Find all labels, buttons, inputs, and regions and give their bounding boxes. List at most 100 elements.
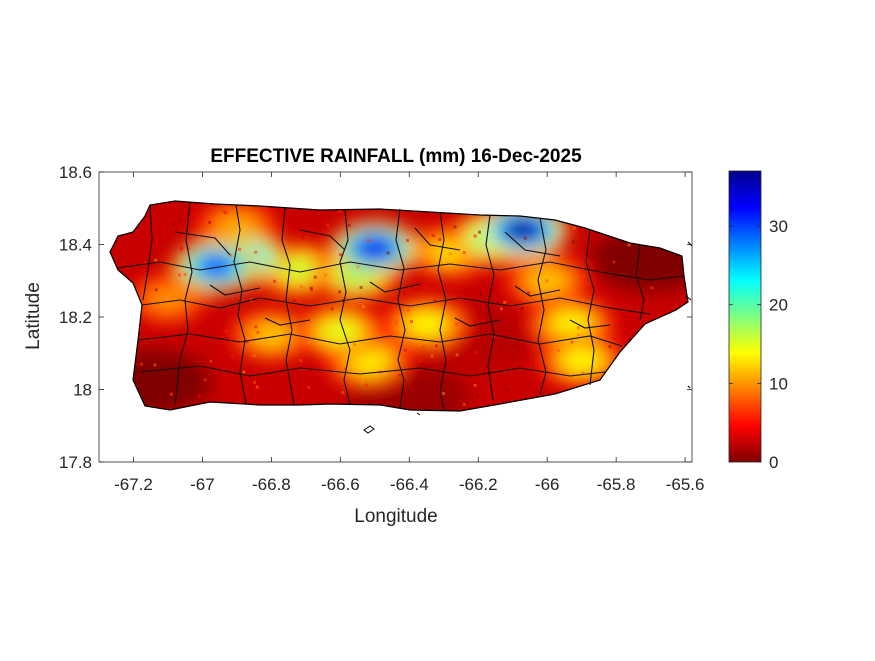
rainfall-hotspot	[409, 313, 444, 335]
grid-speckle	[430, 354, 434, 358]
grid-speckle	[197, 394, 201, 398]
grid-speckle	[326, 223, 330, 227]
grid-speckle	[310, 288, 314, 292]
y-tick-label: 18.6	[59, 163, 92, 182]
y-tick-label: 18.2	[59, 308, 92, 327]
grid-speckle	[517, 348, 521, 352]
grid-speckle	[527, 337, 531, 341]
grid-speckle	[356, 265, 360, 269]
grid-speckle	[300, 285, 304, 289]
grid-speckle	[208, 221, 212, 225]
grid-speckle	[612, 260, 616, 264]
grid-speckle	[224, 337, 228, 341]
rainfall-hotspot	[199, 255, 234, 277]
grid-speckle	[467, 355, 471, 359]
grid-speckle	[301, 313, 305, 317]
x-tick-label: -66	[535, 475, 560, 494]
grid-speckle	[423, 284, 427, 288]
x-tick-label: -67.2	[114, 475, 153, 494]
grid-speckle	[579, 254, 583, 258]
chart-title: EFFECTIVE RAINFALL (mm) 16-Dec-2025	[210, 146, 582, 167]
grid-speckle	[199, 215, 203, 219]
grid-speckle	[477, 230, 481, 234]
grid-speckle	[364, 383, 368, 387]
rainfall-hotspot	[220, 215, 254, 237]
grid-speckle	[576, 333, 580, 337]
grid-speckle	[116, 255, 120, 259]
coastline	[109, 200, 693, 434]
municipality-boundaries	[117, 201, 685, 411]
grid-speckle	[292, 299, 296, 303]
grid-speckle	[299, 359, 303, 363]
grid-speckle	[481, 319, 485, 323]
grid-speckle	[435, 344, 439, 348]
rainfall-hotspot	[554, 313, 589, 335]
x-tick-label: -65.6	[666, 475, 705, 494]
grid-speckle	[397, 373, 401, 377]
grid-speckle	[256, 330, 260, 334]
colorbar-tick-label: 20	[769, 296, 788, 315]
grid-speckle	[307, 385, 311, 389]
grid-speckle	[581, 371, 585, 375]
grid-speckle	[503, 300, 507, 304]
grid-speckle	[448, 252, 452, 256]
grid-speckle	[505, 388, 509, 392]
x-tick-label: -66.2	[459, 475, 498, 494]
grid-speckle	[124, 266, 128, 270]
grid-speckle	[245, 340, 249, 344]
x-tick-label: -66.8	[252, 475, 291, 494]
x-axis-label: Longitude	[354, 506, 437, 527]
grid-speckle	[574, 230, 578, 234]
island-outline	[109, 200, 689, 412]
grid-speckle	[450, 233, 454, 237]
x-tick-label: -65.8	[597, 475, 636, 494]
grid-speckle	[223, 211, 227, 215]
east-islets	[416, 241, 693, 416]
grid-speckle	[325, 388, 329, 392]
grid-speckle	[438, 238, 442, 242]
grid-speckle	[479, 292, 483, 296]
grid-speckle	[135, 362, 139, 366]
grid-speckle	[462, 402, 466, 406]
grid-speckle	[386, 251, 390, 255]
grid-speckle	[324, 273, 328, 277]
grid-speckle	[361, 380, 365, 384]
grid-speckle	[650, 286, 654, 290]
grid-speckle	[455, 322, 459, 326]
grid-speckle	[339, 253, 343, 257]
grid-speckle	[209, 359, 213, 363]
grid-speckle	[520, 307, 524, 311]
grid-speckle	[352, 343, 356, 347]
grid-speckle	[330, 307, 334, 311]
grid-speckle	[307, 341, 311, 345]
grid-speckle	[475, 350, 479, 354]
grid-speckle	[442, 391, 446, 395]
grid-speckle	[361, 304, 365, 308]
grid-speckle	[255, 385, 259, 389]
grid-speckle	[545, 279, 549, 283]
rainfall-hotspot	[254, 324, 289, 346]
grid-speckle	[203, 378, 207, 382]
grid-speckle	[453, 225, 457, 229]
grid-speckle	[499, 307, 503, 311]
y-axis: 17.8 18 18.2 18.4 18.6	[59, 163, 692, 472]
y-tick-label: 18.4	[59, 236, 92, 255]
grid-speckle	[179, 246, 183, 250]
grid-speckle	[153, 363, 157, 367]
grid-speckle	[178, 273, 182, 277]
grid-speckle	[169, 392, 173, 396]
grid-speckle	[462, 251, 466, 255]
grid-speckle	[154, 258, 158, 262]
grid-speckle	[242, 370, 246, 374]
grid-speckle	[172, 222, 176, 226]
grid-speckle	[273, 279, 277, 283]
grid-speckle	[226, 353, 230, 357]
grid-speckle	[403, 348, 407, 352]
grid-speckle	[572, 226, 576, 230]
grid-speckle	[593, 261, 597, 265]
grid-speckle	[309, 286, 313, 290]
grid-speckle	[347, 223, 351, 227]
grid-speckle	[422, 345, 426, 349]
